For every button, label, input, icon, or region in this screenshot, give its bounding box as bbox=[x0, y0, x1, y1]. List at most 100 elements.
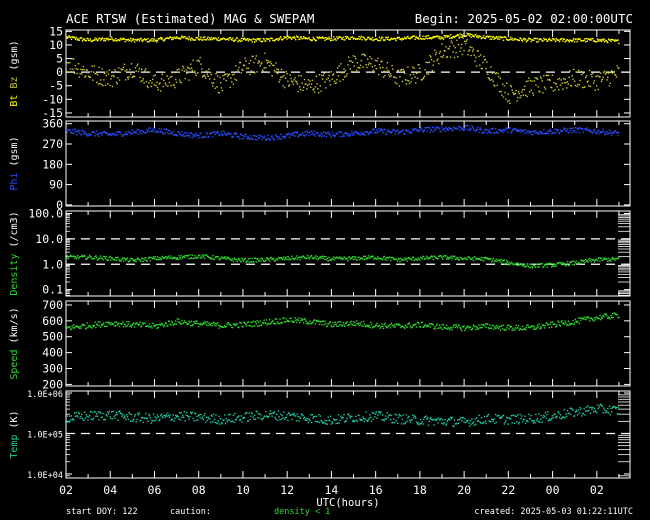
point-4-0 bbox=[511, 422, 513, 424]
point-1-0 bbox=[226, 133, 228, 136]
point-2-0 bbox=[180, 255, 182, 257]
point-0-1 bbox=[82, 65, 84, 68]
point-0-0 bbox=[519, 37, 521, 39]
point-4-0 bbox=[419, 418, 422, 421]
point-0-1 bbox=[351, 61, 354, 63]
point-0-1 bbox=[214, 87, 216, 89]
point-4-0 bbox=[248, 412, 250, 414]
point-4-0 bbox=[425, 415, 427, 417]
point-2-0 bbox=[217, 256, 220, 258]
point-2-0 bbox=[586, 260, 588, 262]
point-4-0 bbox=[357, 414, 359, 416]
point-2-0 bbox=[318, 257, 320, 260]
point-0-0 bbox=[457, 33, 459, 36]
point-0-0 bbox=[548, 37, 550, 40]
point-1-0 bbox=[463, 128, 465, 130]
point-0-0 bbox=[87, 38, 89, 40]
point-0-0 bbox=[177, 37, 179, 39]
point-0-0 bbox=[577, 39, 579, 41]
point-2-0 bbox=[168, 257, 171, 259]
point-0-0 bbox=[442, 38, 445, 40]
point-4-0 bbox=[464, 421, 467, 424]
point-3-0 bbox=[520, 328, 522, 330]
point-4-0 bbox=[393, 418, 395, 420]
point-0-1 bbox=[102, 84, 104, 87]
point-1-0 bbox=[150, 130, 152, 132]
point-3-0 bbox=[358, 322, 360, 324]
point-2-0 bbox=[163, 257, 166, 259]
point-1-0 bbox=[397, 132, 400, 135]
point-1-0 bbox=[258, 137, 261, 139]
point-0-0 bbox=[338, 35, 340, 38]
point-3-0 bbox=[73, 324, 75, 326]
point-1-0 bbox=[477, 126, 479, 129]
point-3-0 bbox=[414, 324, 416, 326]
point-2-0 bbox=[201, 257, 203, 259]
point-2-0 bbox=[285, 258, 287, 260]
point-3-0 bbox=[127, 323, 129, 325]
point-0-1 bbox=[496, 84, 498, 87]
point-0-1 bbox=[613, 71, 615, 73]
point-0-1 bbox=[364, 55, 366, 57]
point-4-0 bbox=[301, 414, 303, 416]
point-3-0 bbox=[318, 323, 321, 325]
point-1-0 bbox=[137, 128, 139, 130]
point-0-1 bbox=[371, 66, 374, 68]
point-3-0 bbox=[322, 320, 325, 322]
point-2-0 bbox=[208, 256, 210, 259]
point-0-0 bbox=[257, 38, 259, 40]
point-4-0 bbox=[81, 413, 83, 416]
point-1-0 bbox=[614, 130, 616, 132]
point-3-0 bbox=[197, 325, 200, 328]
point-0-0 bbox=[381, 36, 383, 38]
point-3-0 bbox=[323, 324, 325, 326]
point-0-0 bbox=[172, 38, 174, 40]
point-3-0 bbox=[463, 325, 465, 327]
point-1-0 bbox=[525, 132, 528, 135]
point-0-0 bbox=[258, 39, 261, 41]
point-0-1 bbox=[336, 79, 338, 81]
point-3-0 bbox=[367, 326, 370, 328]
point-4-0 bbox=[576, 410, 578, 413]
point-2-0 bbox=[411, 259, 413, 261]
point-3-0 bbox=[308, 322, 310, 325]
point-2-0 bbox=[524, 266, 526, 268]
point-0-1 bbox=[235, 79, 238, 81]
point-2-0 bbox=[434, 255, 436, 258]
point-0-0 bbox=[79, 37, 81, 39]
point-2-0 bbox=[617, 257, 619, 260]
point-3-0 bbox=[296, 318, 299, 321]
point-2-0 bbox=[278, 257, 280, 259]
point-0-0 bbox=[94, 37, 96, 39]
point-0-1 bbox=[391, 64, 393, 67]
point-2-0 bbox=[435, 257, 438, 259]
point-3-0 bbox=[125, 325, 127, 328]
point-4-0 bbox=[526, 420, 528, 422]
point-0-0 bbox=[472, 35, 474, 37]
point-2-0 bbox=[303, 255, 305, 258]
point-4-0 bbox=[250, 411, 253, 414]
point-4-0 bbox=[98, 419, 100, 421]
point-0-0 bbox=[400, 38, 402, 40]
point-0-0 bbox=[275, 38, 277, 41]
point-0-0 bbox=[126, 39, 129, 41]
point-1-0 bbox=[209, 133, 212, 135]
point-4-0 bbox=[68, 421, 70, 423]
point-2-0 bbox=[492, 257, 494, 260]
point-0-1 bbox=[500, 90, 502, 93]
point-0-1 bbox=[251, 55, 253, 58]
point-1-0 bbox=[564, 128, 566, 130]
point-4-0 bbox=[481, 422, 483, 424]
point-3-0 bbox=[525, 326, 528, 329]
point-0-0 bbox=[388, 38, 390, 41]
point-1-0 bbox=[163, 128, 166, 130]
point-2-0 bbox=[138, 259, 141, 261]
point-0-0 bbox=[166, 37, 168, 39]
point-0-0 bbox=[227, 39, 230, 41]
point-2-0 bbox=[125, 259, 127, 261]
point-1-0 bbox=[104, 131, 107, 134]
point-1-0 bbox=[585, 127, 587, 130]
point-1-0 bbox=[96, 130, 98, 132]
point-3-0 bbox=[460, 328, 462, 330]
point-0-1 bbox=[539, 76, 542, 78]
